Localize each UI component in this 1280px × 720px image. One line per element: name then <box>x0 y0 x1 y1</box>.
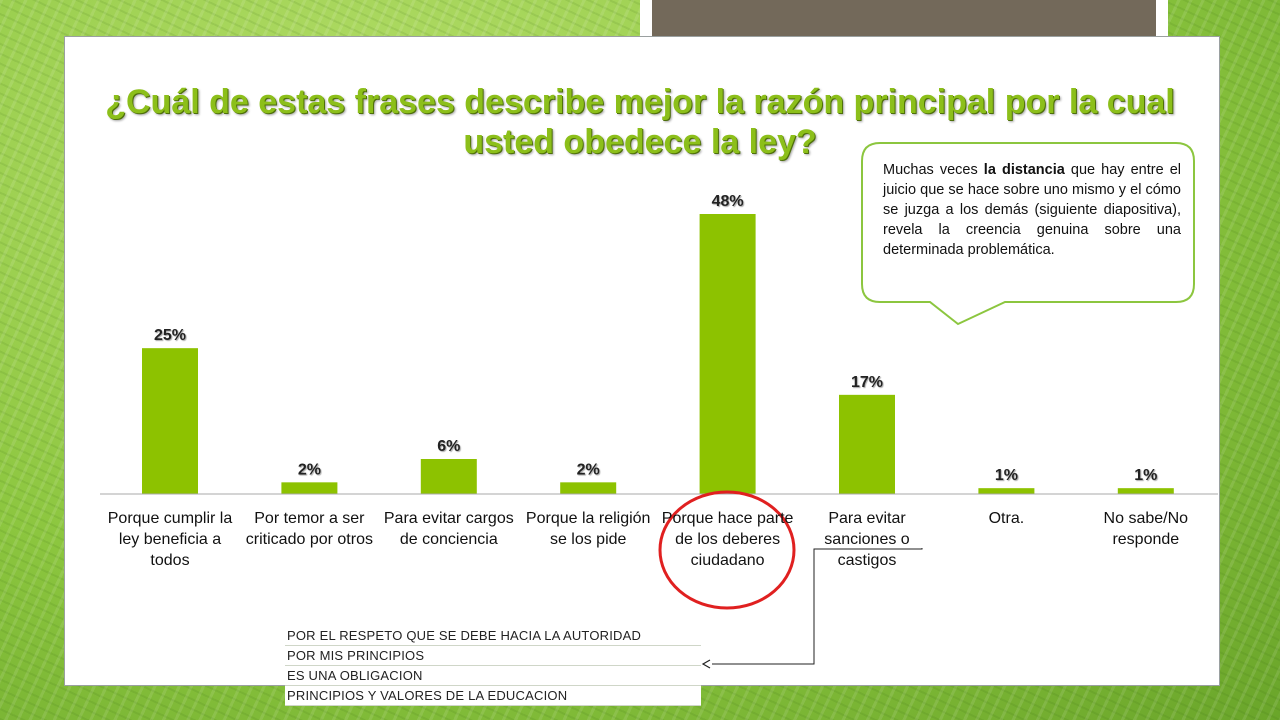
bar-value-label: 1% <box>1134 467 1157 484</box>
slide-title: ¿Cuál de estas frases describe mejor la … <box>70 82 1210 162</box>
bar <box>978 488 1035 494</box>
callout-bubble <box>861 142 1195 326</box>
list-item: POR MIS PRINCIPIOS <box>285 646 701 666</box>
category-label: Para evitar cargos de conciencia <box>383 510 514 548</box>
title-line-1: ¿Cuál de estas frases describe mejor la … <box>105 83 1175 121</box>
category-label: Porque cumplir la ley beneficia a todos <box>107 510 233 569</box>
other-reasons-list: POR EL RESPETO QUE SE DEBE HACIA LA AUTO… <box>285 626 701 706</box>
bar <box>839 394 895 494</box>
category-label: No sabe/No responde <box>1103 510 1189 548</box>
callout-text: Muchas veces la distancia que hay entre … <box>883 162 1182 258</box>
bar-value-label: 17% <box>851 374 883 391</box>
bar-value-label: 48% <box>712 193 744 210</box>
connector-arrowhead <box>701 659 711 669</box>
list-item: PRINCIPIOS Y VALORES DE LA EDUCACION <box>285 686 701 706</box>
category-label: Otra. <box>988 510 1025 527</box>
category-label: Por temor a ser criticado por otros <box>245 510 373 548</box>
bar <box>142 348 198 494</box>
category-label: Para evitar sanciones o castigos <box>824 510 910 569</box>
connector-line <box>712 548 923 665</box>
list-item: ES UNA OBLIGACION <box>285 666 701 686</box>
category-label: Porque hace parte de los deberes ciudada… <box>661 510 794 569</box>
bar-value-label: 2% <box>298 461 321 478</box>
highlight-circle <box>658 490 796 610</box>
bar-value-label: 1% <box>995 467 1018 484</box>
bar <box>1117 488 1174 494</box>
bar-value-label: 6% <box>437 438 460 455</box>
bar <box>420 459 477 494</box>
category-label: Porque la religión se los pide <box>525 510 651 548</box>
list-item: POR EL RESPETO QUE SE DEBE HACIA LA AUTO… <box>285 626 701 646</box>
bar-value-label: 25% <box>154 327 186 344</box>
bar <box>560 482 617 494</box>
bar <box>281 482 338 494</box>
bar-value-label: 2% <box>577 461 600 478</box>
title-line-2: usted obedece la ley? <box>463 123 817 161</box>
bar <box>699 214 756 494</box>
